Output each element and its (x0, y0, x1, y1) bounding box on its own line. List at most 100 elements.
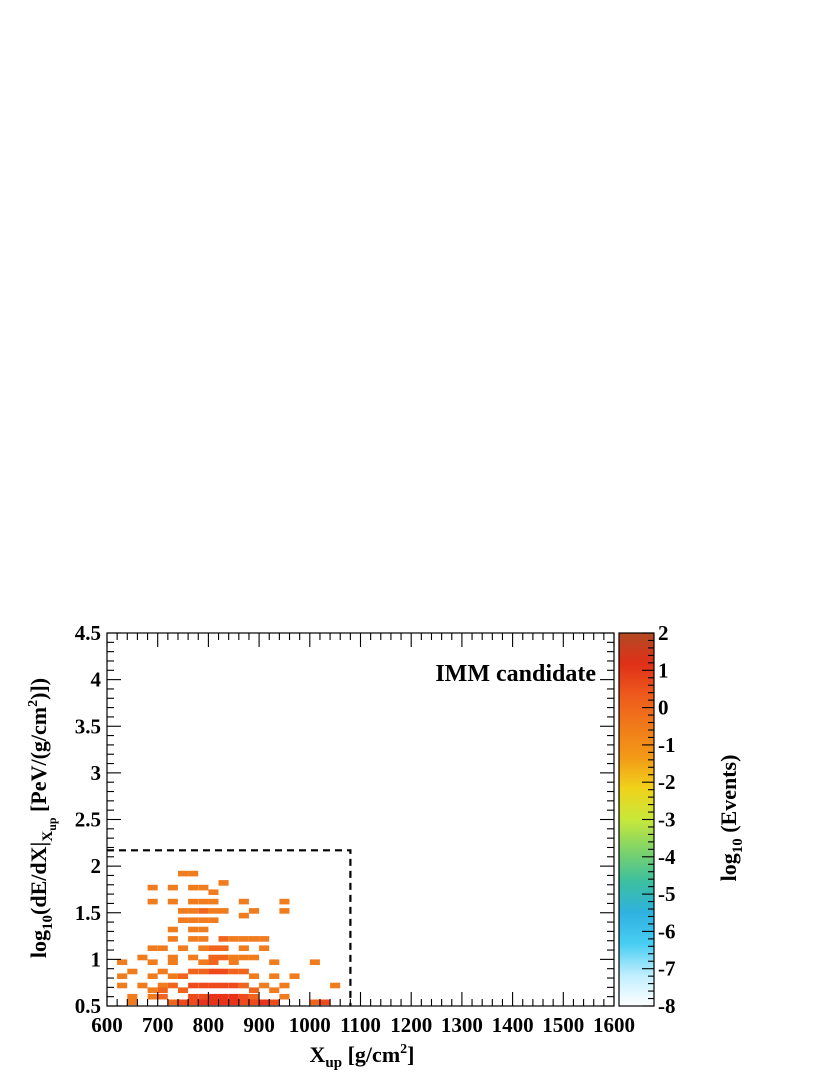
heatmap-cell (188, 870, 199, 877)
heatmap-cell (218, 936, 229, 942)
heatmap-cell (249, 993, 260, 1000)
heatmap-cell (259, 999, 270, 1006)
heatmap-cell (137, 954, 148, 961)
heatmap-cell (198, 999, 209, 1006)
heatmap-cell (157, 987, 168, 993)
heatmap-cell (117, 973, 128, 979)
cut-region-boundary (107, 849, 352, 1006)
heatmap-cell (157, 945, 168, 951)
x-tick-label: 1100 (340, 1013, 381, 1037)
heatmap-cell (188, 968, 199, 975)
x-tick-label: 1500 (542, 1013, 584, 1037)
heatmap-cell (188, 936, 199, 942)
z-tick-label: -6 (658, 919, 676, 943)
heatmap-cell (198, 945, 209, 951)
heatmap-cell (228, 993, 239, 1000)
heatmap-cell (269, 987, 280, 993)
heatmap-cell (228, 959, 239, 965)
heatmap-cell (218, 982, 229, 989)
y-tick-label: 2.5 (75, 808, 101, 832)
heatmap-cell (269, 973, 280, 979)
x-tick-label: 900 (243, 1013, 275, 1037)
heatmap-cell (208, 889, 219, 895)
heatmap-cell (259, 936, 270, 942)
heatmap-cell (218, 993, 229, 1000)
heatmap-cell (147, 993, 158, 1000)
z-tick-label: -1 (658, 733, 676, 757)
y-tick-label: 4 (91, 668, 102, 692)
heatmap-cell (198, 926, 209, 933)
heatmap-cell (208, 908, 219, 914)
heatmap-cell (279, 908, 290, 914)
heatmap-cell (157, 993, 168, 1000)
heatmap-cell (218, 954, 229, 961)
x-tick-label: 1200 (390, 1013, 432, 1037)
heatmap-cell (198, 968, 209, 975)
heatmap-cell (228, 936, 239, 942)
heatmap-cell (249, 987, 260, 993)
heatmap-cell (238, 968, 249, 975)
heatmap-cell (167, 936, 178, 942)
heatmap-cell (208, 968, 219, 975)
heatmap-cell (178, 870, 189, 877)
heatmap-cell (178, 973, 189, 979)
heatmap-cell (127, 999, 138, 1006)
heatmap-cell (117, 982, 128, 989)
heatmap-cell (238, 945, 249, 951)
heatmap-cell (279, 993, 290, 1000)
z-tick-label: 0 (658, 696, 669, 720)
heatmap-cell (289, 973, 300, 979)
heatmap-cell (147, 898, 158, 905)
heatmap-cell (309, 959, 320, 965)
heatmap-cell (198, 884, 209, 891)
y-tick-label: 2 (91, 854, 102, 878)
heatmap-cell (249, 954, 260, 961)
heatmap-cell (147, 959, 158, 965)
heatmap-cell (249, 999, 260, 1006)
heatmap-cell (167, 973, 178, 979)
y-tick-label: 1.5 (75, 901, 101, 925)
x-tick-label: 1300 (441, 1013, 483, 1037)
x-tick-label: 700 (142, 1013, 174, 1037)
heatmap-cells (117, 870, 341, 1006)
heatmap-cell (238, 954, 249, 961)
heatmap-cell (218, 880, 229, 886)
z-tick-label: -4 (658, 845, 676, 869)
heatmap-cell (178, 987, 189, 993)
color-bar-axis: 2 1 0 -1 -2 -3 -4 -5 -6 -7 -8 (642, 621, 676, 1018)
z-tick-label: -7 (658, 957, 676, 981)
heatmap-cell (117, 959, 128, 965)
heatmap-cell (167, 999, 178, 1006)
heatmap-cell (238, 936, 249, 942)
color-bar-title: log10 (Events) (716, 755, 746, 882)
heatmap-cell (279, 982, 290, 989)
heatmap-cell (147, 973, 158, 979)
z-tick-label: 1 (658, 658, 669, 682)
heatmap-cell (259, 982, 270, 989)
heatmap-cell (157, 968, 168, 975)
heatmap-cell (188, 908, 199, 914)
heatmap-cell (330, 982, 341, 989)
heatmap-cell (279, 898, 290, 905)
heatmap-cell (218, 945, 229, 951)
heatmap-cell (188, 999, 199, 1006)
heatmap-cell (188, 982, 199, 989)
y-tick-label: 3.5 (75, 714, 101, 738)
heatmap-cell (167, 898, 178, 905)
z-tick-label: -8 (658, 994, 676, 1018)
heatmap-cell (147, 945, 158, 951)
heatmap-cell (228, 982, 239, 989)
x-axis-title: Xup [g/cm2] (310, 1042, 415, 1071)
heatmap-cell (208, 917, 219, 923)
x-tick-label: 600 (91, 1013, 123, 1037)
heatmap-cell (198, 959, 209, 965)
heatmap-cell (178, 917, 189, 923)
heatmap-cell (188, 917, 199, 923)
heatmap-cell (188, 898, 199, 905)
heatmap-cell (228, 968, 239, 975)
heatmap-cell (167, 884, 178, 891)
heatmap-cell (198, 908, 209, 914)
heatmap-cell (249, 973, 260, 979)
heatmap-cell (188, 954, 199, 961)
heatmap-cell (198, 917, 209, 923)
